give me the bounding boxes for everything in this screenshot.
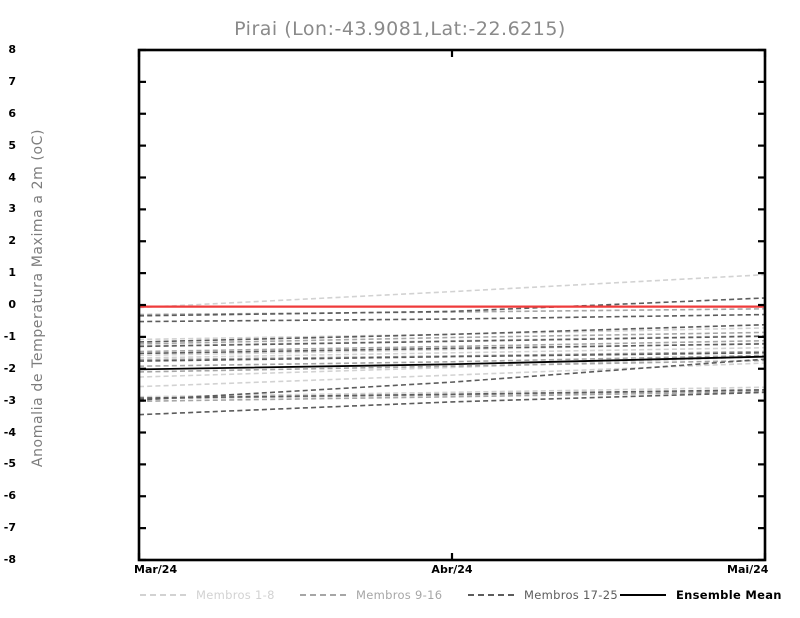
y-tick-label: -2 (3, 361, 16, 375)
y-tick-label: -8 (3, 553, 16, 566)
series-line (138, 342, 766, 357)
series-line (138, 343, 766, 355)
y-tick-label: -3 (3, 393, 16, 407)
series-line (138, 358, 766, 401)
series-line (138, 297, 766, 317)
y-tick-label: 7 (8, 74, 16, 88)
legend-line-swatch-icon (468, 594, 514, 596)
series-line (138, 339, 766, 353)
series-layer (138, 273, 766, 416)
series-line (138, 388, 766, 399)
series-line (138, 359, 766, 373)
legend-item[interactable]: Membros 17-25 (468, 586, 618, 604)
y-tick-label: -1 (3, 329, 16, 343)
x-tick-label: Mar/24 (134, 563, 178, 576)
y-axis-label: Anomalia de Temperatura Maxima a 2m (oC) (30, 128, 46, 468)
series-line (138, 331, 766, 345)
y-tick-label: 4 (8, 170, 16, 184)
chart-legend: Membros 1-8 Membros 9-16 Membros 17-25 Ense… (0, 586, 800, 608)
y-tick-label: -6 (3, 489, 16, 503)
series-line (138, 313, 766, 323)
x-tick-label: Abr/24 (431, 563, 473, 576)
legend-line-swatch-icon (300, 594, 346, 596)
plot-frame (137, 48, 767, 562)
legend-label: Membros 17-25 (524, 588, 618, 602)
series-line (138, 352, 766, 362)
legend-item[interactable]: Ensemble Mean (620, 586, 782, 604)
legend-line-swatch-icon (620, 593, 666, 597)
y-tick-label: 3 (8, 202, 16, 216)
series-line (138, 362, 766, 388)
x-tick-label: Mai/24 (727, 563, 769, 576)
legend-label: Membros 9-16 (356, 588, 443, 602)
series-line (138, 391, 766, 416)
y-tick-label: -4 (3, 425, 16, 439)
y-tick-label: 0 (8, 298, 16, 311)
ensemble-mean-line (138, 355, 766, 371)
y-tick-label: 8 (8, 43, 16, 56)
series-line (138, 273, 766, 309)
y-tick-label: 6 (8, 106, 16, 120)
axes-frame (137, 48, 767, 562)
legend-label: Ensemble Mean (676, 588, 782, 602)
chart-title: Pirai (Lon:-43.9081,Lat:-22.6215) (234, 18, 566, 40)
y-tick-label: -7 (3, 521, 16, 535)
series-line (138, 386, 766, 398)
legend-line-swatch-icon (140, 594, 186, 596)
y-tick-label: 1 (8, 266, 16, 280)
y-tick-label: 2 (8, 234, 16, 248)
legend-item[interactable]: Membros 1-8 (140, 586, 275, 604)
y-tick-label: 5 (8, 138, 16, 152)
series-line (138, 390, 766, 403)
series-line (138, 355, 766, 378)
series-line (138, 335, 766, 348)
legend-item[interactable]: Membros 9-16 (300, 586, 442, 604)
series-line (138, 354, 766, 367)
legend-label: Membros 1-8 (196, 588, 275, 602)
series-line (138, 323, 766, 343)
series-line (138, 346, 766, 359)
y-tick-label: -5 (3, 457, 16, 471)
